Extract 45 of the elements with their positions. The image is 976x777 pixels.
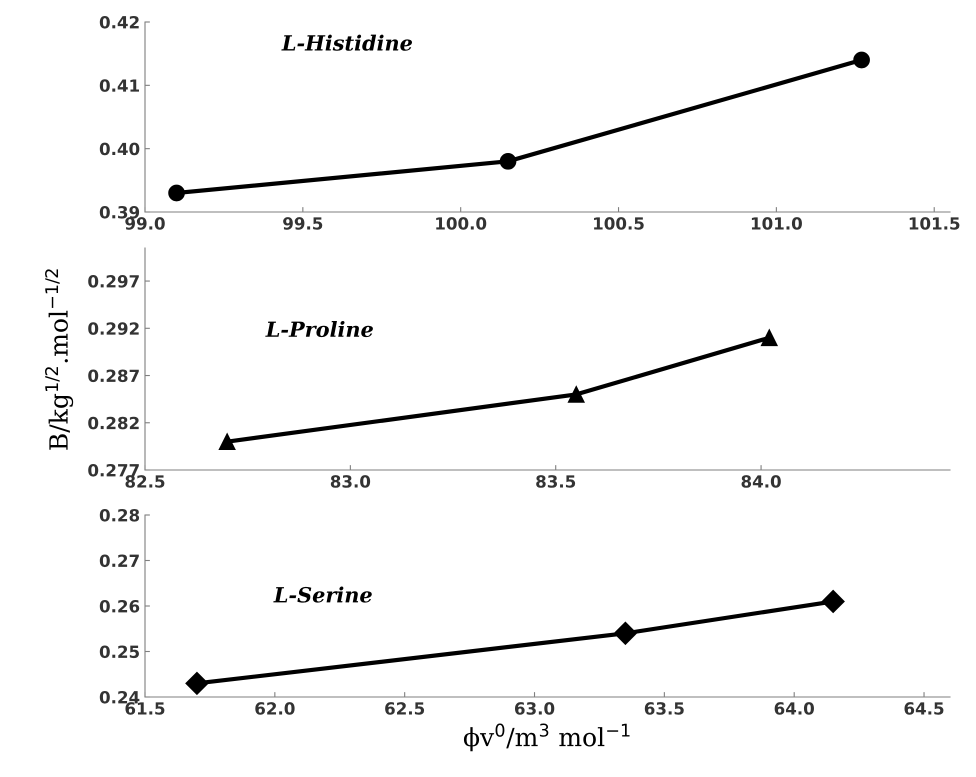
y-tick-label: 0.28 bbox=[100, 508, 140, 522]
x-tick-label: 62.0 bbox=[255, 702, 295, 715]
point bbox=[568, 386, 585, 403]
y-tick-label: 0.287 bbox=[88, 369, 139, 382]
point bbox=[822, 590, 845, 613]
x-axis-title: ϕv$^{0}$/m$^{3}$ mol$^{−1}$ bbox=[464, 724, 630, 752]
y-tick-label: 0.282 bbox=[88, 416, 139, 430]
annotation: L-Histidine bbox=[281, 34, 412, 51]
x-tick-label: 101.0 bbox=[752, 217, 802, 230]
x-tick-label: 99.0 bbox=[125, 217, 165, 230]
x-tick-label: 63.5 bbox=[644, 702, 684, 715]
point bbox=[614, 622, 637, 645]
y-tick-label: 0.39 bbox=[100, 206, 140, 219]
x-tick-label: 99.5 bbox=[283, 217, 322, 230]
y-tick-label: 0.297 bbox=[88, 275, 139, 288]
x-tick-label: 62.5 bbox=[385, 702, 424, 715]
x-tick-label: 83.0 bbox=[330, 475, 370, 488]
y-tick-label: 0.25 bbox=[100, 645, 139, 658]
x-tick-label: 84.0 bbox=[742, 475, 781, 488]
point bbox=[168, 184, 185, 202]
y-tick-label: 0.27 bbox=[100, 554, 139, 568]
point bbox=[500, 153, 516, 170]
point bbox=[218, 433, 236, 450]
annotation: L-Proline bbox=[265, 320, 373, 338]
y-tick-label: 0.40 bbox=[100, 142, 140, 156]
x-tick-label: 64.0 bbox=[774, 702, 814, 715]
y-tick-label: 0.24 bbox=[100, 690, 140, 704]
x-tick-label: 61.5 bbox=[125, 702, 164, 715]
x-tick-label: 63.0 bbox=[514, 702, 554, 715]
x-tick-label: 100.5 bbox=[594, 217, 644, 230]
annotation: L-Serine bbox=[273, 586, 372, 603]
point bbox=[853, 52, 870, 68]
x-tick-label: 64.5 bbox=[904, 702, 944, 715]
x-tick-label: 100.0 bbox=[436, 217, 486, 230]
x-tick-label: 83.5 bbox=[536, 475, 576, 488]
y-tick-label: 0.26 bbox=[100, 600, 140, 613]
y-axis-title: B/kg$^{1/2}$.mol$^{−1/2}$ bbox=[45, 269, 74, 450]
y-tick-label: 0.41 bbox=[100, 79, 139, 92]
x-tick-label: 82.5 bbox=[125, 475, 164, 488]
point bbox=[185, 672, 208, 695]
y-tick-label: 0.292 bbox=[88, 322, 139, 335]
y-tick-label: 0.42 bbox=[100, 16, 139, 29]
x-tick-label: 101.5 bbox=[910, 217, 960, 230]
point bbox=[760, 329, 778, 346]
y-tick-label: 0.277 bbox=[88, 464, 139, 477]
